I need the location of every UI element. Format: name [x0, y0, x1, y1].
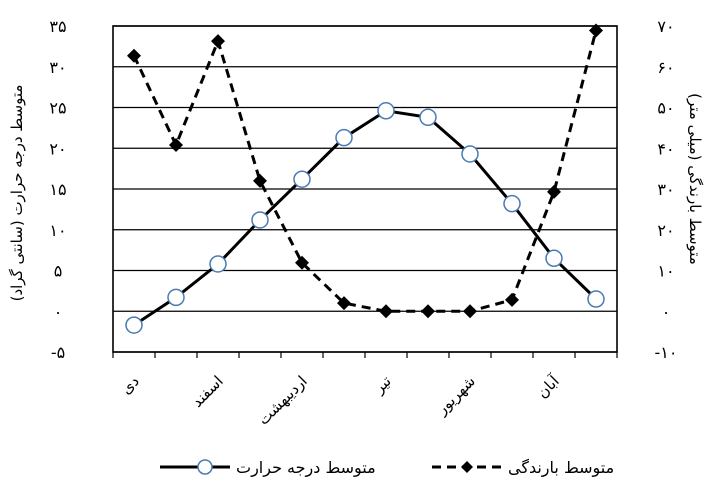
series-1-point [125, 316, 143, 334]
series-1-point [377, 102, 395, 120]
left-tick-label: ۳۰ [49, 58, 66, 77]
legend-label-temp: متوسط درجه حرارت [236, 458, 376, 478]
x-tick-label: تیر [369, 372, 394, 397]
series-2-point [421, 304, 435, 319]
left-tick-label: ۱۵ [49, 180, 66, 199]
left-tick-label: ۰ [54, 302, 63, 321]
right-tick-label: -۱۰ [655, 343, 678, 362]
x-tick-label: دی [117, 372, 143, 398]
series-2-point [505, 292, 519, 307]
right-axis-title: متوسط بارندگی (میلی متر) [686, 93, 704, 265]
right-tick-label: ۴۰ [657, 139, 674, 158]
right-tick-label: ۲۰ [657, 221, 674, 240]
x-tick-label: اردیبهشت [254, 372, 310, 428]
x-tick-label: آبان [533, 372, 563, 402]
right-tick-label: ۵۰ [657, 99, 674, 118]
x-tick-label: اسفند [188, 372, 227, 411]
legend-marker-precip [461, 461, 473, 473]
right-tick-label: ۷۰ [657, 17, 674, 36]
series-2-point [211, 34, 225, 49]
series-1-point [587, 290, 605, 308]
series-2-point [463, 304, 477, 319]
series-2-point [295, 255, 309, 270]
left-tick-label: ۲۵ [49, 99, 66, 118]
legend-label-precip: متوسط بارندگی [508, 458, 614, 478]
series-line-1 [133, 109, 598, 327]
series-1-point [545, 249, 563, 268]
series-2-point [127, 48, 141, 63]
left-tick-label: ۲۰ [49, 139, 66, 158]
series-1-point [209, 255, 227, 273]
left-tick-label: -۵ [51, 343, 65, 362]
left-axis-title: متوسط درجه حرارت (سانتی گراد) [8, 85, 26, 302]
right-tick-label: ۳۰ [657, 180, 674, 199]
right-tick-label: ۱۰ [657, 262, 674, 281]
series-2-point [337, 296, 351, 311]
series-1-point [251, 211, 269, 229]
right-tick-label: ۰ [662, 302, 671, 321]
series-line-2 [132, 30, 598, 313]
series-2-point [169, 137, 183, 152]
legend-marker-temp [197, 459, 213, 475]
series-1-point [167, 288, 185, 307]
series-2-point [589, 23, 603, 38]
series-2-point [253, 173, 267, 188]
series-1-point [335, 128, 353, 147]
right-tick-label: ۶۰ [657, 58, 674, 77]
series-1-point [461, 145, 479, 163]
left-tick-label: ۱۰ [49, 221, 66, 240]
left-tick-label: ۵ [54, 262, 63, 281]
series-1-point [293, 170, 311, 188]
series-1-point [503, 194, 521, 213]
x-tick-label: شهریور [432, 372, 479, 419]
series-2-point [379, 304, 393, 319]
left-tick-label: ۳۵ [49, 17, 66, 36]
series-2-point [547, 184, 561, 199]
series-1-point [419, 108, 437, 127]
